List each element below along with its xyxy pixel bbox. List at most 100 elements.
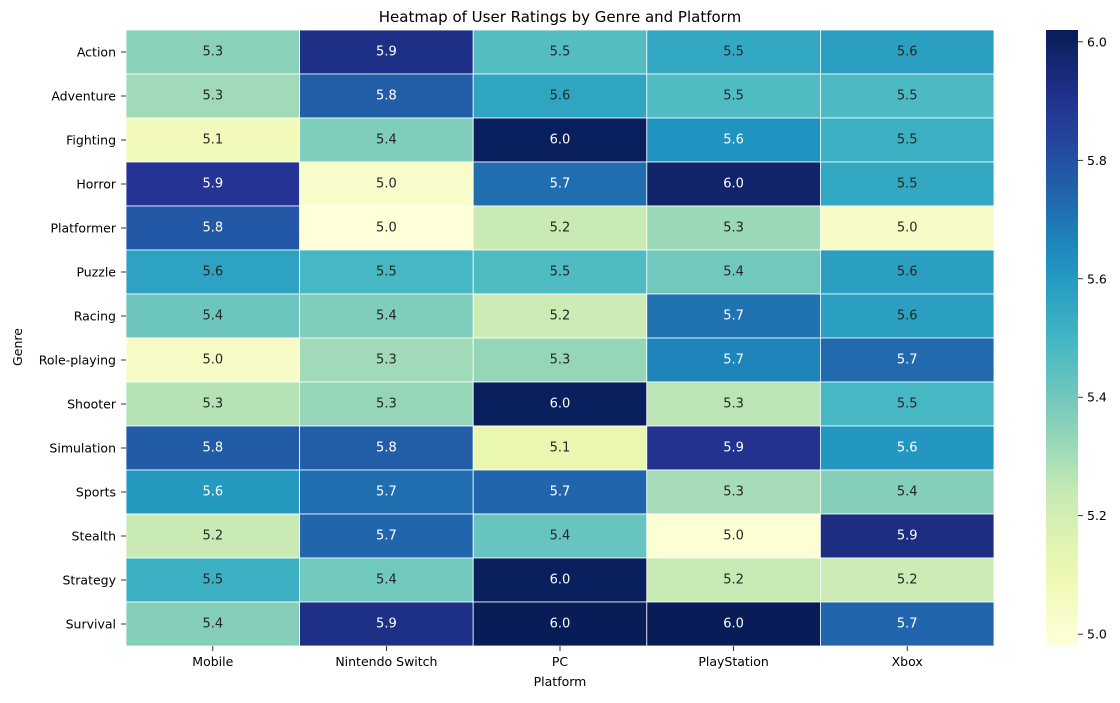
cell-value-label: 6.0 — [723, 617, 744, 632]
heatmap-cell — [299, 117, 474, 163]
heatmap-cell — [472, 117, 648, 163]
cell-value-label: 5.6 — [897, 441, 918, 456]
y-tick-label: Sports — [76, 485, 116, 500]
cell-value-label: 5.1 — [550, 441, 571, 456]
cell-value-label: 5.7 — [723, 309, 744, 324]
cell-value-label: 5.0 — [376, 177, 397, 192]
y-tick-label: Simulation — [49, 441, 116, 456]
heatmap-cell — [125, 557, 301, 603]
heatmap-cell — [646, 29, 821, 75]
cell-value-label: 5.6 — [897, 309, 918, 324]
x-tick-label: Mobile — [192, 654, 233, 669]
cell-value-label: 5.5 — [897, 133, 918, 148]
cell-value-label: 6.0 — [550, 133, 571, 148]
y-tick-label: Stealth — [72, 529, 116, 544]
colorbar-tick-label: 6.0 — [1087, 34, 1107, 49]
cell-value-label: 5.8 — [376, 441, 397, 456]
cell-value-label: 5.0 — [897, 221, 918, 236]
heatmap-cell — [646, 337, 821, 383]
cell-value-label: 5.6 — [202, 485, 223, 500]
heatmap-cell — [125, 425, 301, 471]
colorbar — [1046, 30, 1078, 646]
heatmap-cell — [125, 73, 301, 119]
x-tick-label: Nintendo Switch — [335, 654, 437, 669]
heatmap-cell — [820, 601, 995, 647]
heatmap-cell — [472, 29, 648, 75]
colorbar-tick-label: 5.8 — [1087, 153, 1107, 168]
cell-value-label: 5.5 — [550, 45, 571, 60]
cell-value-label: 5.7 — [376, 529, 397, 544]
cell-value-label: 5.5 — [723, 45, 744, 60]
cell-value-label: 5.4 — [376, 309, 397, 324]
heatmap-cell — [820, 73, 995, 119]
cell-value-label: 5.7 — [897, 353, 918, 368]
cell-value-label: 5.4 — [202, 617, 223, 632]
y-tick-label: Racing — [74, 309, 116, 324]
y-tick-label: Strategy — [62, 573, 116, 588]
heatmap-cell — [820, 161, 995, 207]
heatmap-cell — [125, 513, 301, 559]
heatmap-cell — [125, 205, 301, 251]
heatmap-cell — [125, 337, 301, 383]
heatmap-cell — [472, 381, 648, 427]
cell-value-label: 5.4 — [550, 529, 571, 544]
heatmap-cell — [299, 29, 474, 75]
cell-value-label: 5.4 — [202, 309, 223, 324]
heatmap-cell — [299, 381, 474, 427]
heatmap-cell — [472, 425, 648, 471]
heatmap-cell — [646, 513, 821, 559]
cell-value-label: 5.6 — [897, 45, 918, 60]
heatmap-cell — [820, 337, 995, 383]
heatmap-cell — [299, 337, 474, 383]
heatmap-cell — [472, 337, 648, 383]
cell-value-label: 5.3 — [202, 397, 223, 412]
heatmap-cell — [125, 469, 301, 515]
cell-value-label: 6.0 — [550, 397, 571, 412]
heatmap-cell — [646, 469, 821, 515]
heatmap-cell — [820, 249, 995, 295]
cell-value-label: 5.2 — [897, 573, 918, 588]
heatmap-cell — [125, 29, 301, 75]
cell-value-label: 5.3 — [723, 485, 744, 500]
y-tick-label: Role-playing — [39, 353, 116, 368]
cell-value-label: 5.3 — [202, 45, 223, 60]
cell-value-label: 5.0 — [376, 221, 397, 236]
heatmap-cell — [472, 249, 648, 295]
heatmap-cell — [646, 557, 821, 603]
y-tick-label: Puzzle — [76, 265, 116, 280]
x-axis-label: Platform — [534, 674, 587, 689]
y-tick-label: Adventure — [51, 89, 116, 104]
cell-value-label: 5.5 — [202, 573, 223, 588]
cell-value-label: 5.4 — [723, 265, 744, 280]
heatmap-cell — [646, 425, 821, 471]
heatmap-cell — [646, 117, 821, 163]
y-tick-label: Horror — [76, 177, 116, 192]
cell-value-label: 5.9 — [897, 529, 918, 544]
cell-value-label: 6.0 — [550, 617, 571, 632]
cell-value-label: 5.6 — [202, 265, 223, 280]
heatmap-cell — [820, 381, 995, 427]
cell-value-label: 5.4 — [897, 485, 918, 500]
heatmap-cell — [299, 205, 474, 251]
heatmap-cell — [820, 29, 995, 75]
heatmap-cell — [646, 601, 821, 647]
heatmap-cell — [820, 469, 995, 515]
heatmap-cell — [299, 425, 474, 471]
cell-value-label: 5.3 — [723, 397, 744, 412]
cell-value-label: 5.7 — [550, 177, 571, 192]
cell-value-label: 5.9 — [202, 177, 223, 192]
heatmap-cell — [125, 293, 301, 339]
cell-value-label: 5.1 — [202, 133, 223, 148]
cell-value-label: 5.7 — [550, 485, 571, 500]
colorbar-tick-label: 5.2 — [1087, 508, 1107, 523]
cell-value-label: 5.5 — [897, 177, 918, 192]
cell-value-label: 5.2 — [550, 309, 571, 324]
cell-value-label: 5.6 — [550, 89, 571, 104]
heatmap-cell — [820, 425, 995, 471]
heatmap-cell — [472, 205, 648, 251]
cell-value-label: 5.5 — [897, 397, 918, 412]
chart-title: Heatmap of User Ratings by Genre and Pla… — [379, 8, 741, 26]
y-tick-label: Survival — [66, 617, 116, 632]
